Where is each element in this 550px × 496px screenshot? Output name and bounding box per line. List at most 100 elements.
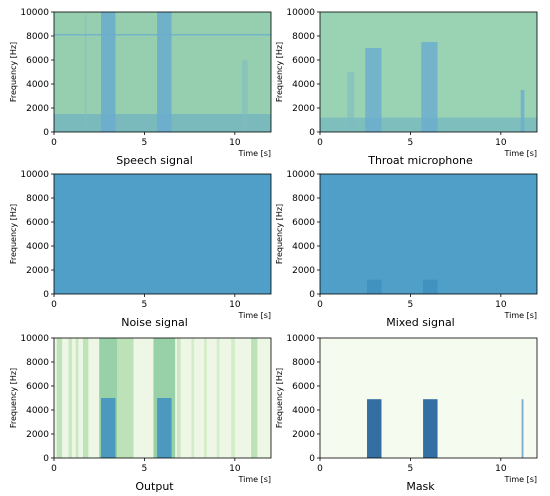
panel-title: Output <box>135 480 174 493</box>
y-tick-label: 2000 <box>26 430 49 440</box>
x-tick-label: 10 <box>229 138 241 148</box>
x-axis-label: Time [s] <box>237 475 271 484</box>
heatmap-band <box>75 338 79 458</box>
heatmap-band <box>84 14 87 132</box>
y-tick-label: 8000 <box>292 358 315 368</box>
heatmap-band <box>117 338 134 458</box>
heatmap-band <box>347 72 355 132</box>
x-tick-label: 10 <box>495 138 507 148</box>
heatmap-area <box>54 174 271 294</box>
y-axis-label: Frequency [Hz] <box>9 368 18 428</box>
panel-title: Noise signal <box>121 316 188 329</box>
y-tick-label: 2000 <box>26 104 49 114</box>
axes-frame <box>319 337 538 459</box>
spectrogram-panel: 0 2000 4000 6000 8000 10000 0 5 10 Frequency [Hz]… <box>275 170 538 329</box>
heatmap-band <box>365 48 382 132</box>
y-tick-label: 0 <box>309 454 315 464</box>
y-tick-label: 10000 <box>286 170 315 180</box>
panel-title: Mask <box>406 480 435 493</box>
panel-title: Mixed signal <box>386 316 455 329</box>
heatmap-band <box>101 398 116 458</box>
axes-frame <box>53 337 272 459</box>
x-tick-label: 0 <box>317 138 323 148</box>
y-tick-label: 6000 <box>26 382 49 392</box>
y-axis-label: Frequency [Hz] <box>9 204 18 264</box>
y-tick-label: 2000 <box>292 266 315 276</box>
heatmap-band <box>157 398 172 458</box>
heatmap-area <box>54 338 271 458</box>
x-tick-label: 10 <box>229 300 241 310</box>
x-tick-label: 0 <box>317 300 323 310</box>
x-tick-label: 0 <box>51 464 57 474</box>
y-tick-label: 10000 <box>20 8 49 18</box>
heatmap-area <box>320 12 537 132</box>
y-tick-label: 4000 <box>26 242 49 252</box>
heatmap-band <box>521 399 524 458</box>
y-tick-label: 6000 <box>292 382 315 392</box>
y-tick-label: 0 <box>309 290 315 300</box>
y-tick-label: 0 <box>43 128 49 138</box>
heatmap-band <box>56 338 63 458</box>
heatmap-band <box>191 338 195 458</box>
x-tick-label: 10 <box>495 464 507 474</box>
axes-frame <box>53 11 272 133</box>
x-tick-label: 5 <box>408 138 414 148</box>
heatmap-band <box>520 90 525 132</box>
heatmap-band <box>157 12 172 132</box>
heatmap-band <box>68 338 73 458</box>
y-tick-label: 4000 <box>292 80 315 90</box>
y-axis-label: Frequency [Hz] <box>275 42 284 102</box>
heatmap-band <box>242 60 248 132</box>
heatmap-band <box>251 338 258 458</box>
y-tick-label: 6000 <box>292 218 315 228</box>
y-tick-label: 4000 <box>26 80 49 90</box>
y-tick-label: 8000 <box>26 194 49 204</box>
x-axis-label: Time [s] <box>503 149 537 158</box>
x-tick-label: 10 <box>495 300 507 310</box>
x-tick-label: 0 <box>51 138 57 148</box>
heatmap-area <box>320 174 537 294</box>
y-tick-label: 0 <box>43 454 49 464</box>
heatmap-band <box>231 338 235 458</box>
heatmap-band <box>367 399 382 458</box>
heatmap-area <box>320 338 537 458</box>
y-tick-label: 2000 <box>292 430 315 440</box>
spectrogram-panel: 0 2000 4000 6000 8000 10000 0 5 10 Frequency [Hz]… <box>275 334 538 493</box>
spectrogram-panel: 0 2000 4000 6000 8000 10000 0 5 10 Frequency [Hz]… <box>9 170 272 329</box>
y-axis-label: Frequency [Hz] <box>275 368 284 428</box>
y-tick-label: 8000 <box>26 358 49 368</box>
y-tick-label: 10000 <box>20 334 49 344</box>
y-tick-label: 0 <box>309 128 315 138</box>
heatmap-band <box>176 338 181 458</box>
panel-title: Throat microphone <box>367 154 473 167</box>
y-tick-label: 2000 <box>292 104 315 114</box>
x-axis-label: Time [s] <box>237 149 271 158</box>
y-tick-label: 4000 <box>292 406 315 416</box>
y-tick-label: 10000 <box>286 334 315 344</box>
y-tick-label: 10000 <box>286 8 315 18</box>
y-tick-label: 6000 <box>26 218 49 228</box>
heatmap-background <box>320 174 537 294</box>
x-tick-label: 5 <box>408 464 414 474</box>
panel-title: Speech signal <box>116 154 193 167</box>
heatmap-band <box>204 338 207 458</box>
x-tick-label: 0 <box>51 300 57 310</box>
heatmap-band <box>216 338 220 458</box>
axes-frame <box>319 11 538 133</box>
heatmap-band <box>423 279 438 294</box>
y-tick-label: 6000 <box>292 56 315 66</box>
heatmap-band <box>367 279 382 294</box>
x-tick-label: 10 <box>229 464 241 474</box>
heatmap-band <box>423 399 438 458</box>
y-tick-label: 4000 <box>26 406 49 416</box>
x-tick-label: 5 <box>142 464 148 474</box>
y-tick-label: 2000 <box>26 266 49 276</box>
x-axis-label: Time [s] <box>503 311 537 320</box>
heatmap-band <box>82 338 89 458</box>
x-tick-label: 0 <box>317 464 323 474</box>
x-tick-label: 5 <box>142 300 148 310</box>
x-tick-label: 5 <box>142 138 148 148</box>
axes-frame <box>319 173 538 295</box>
axes-frame <box>53 173 272 295</box>
